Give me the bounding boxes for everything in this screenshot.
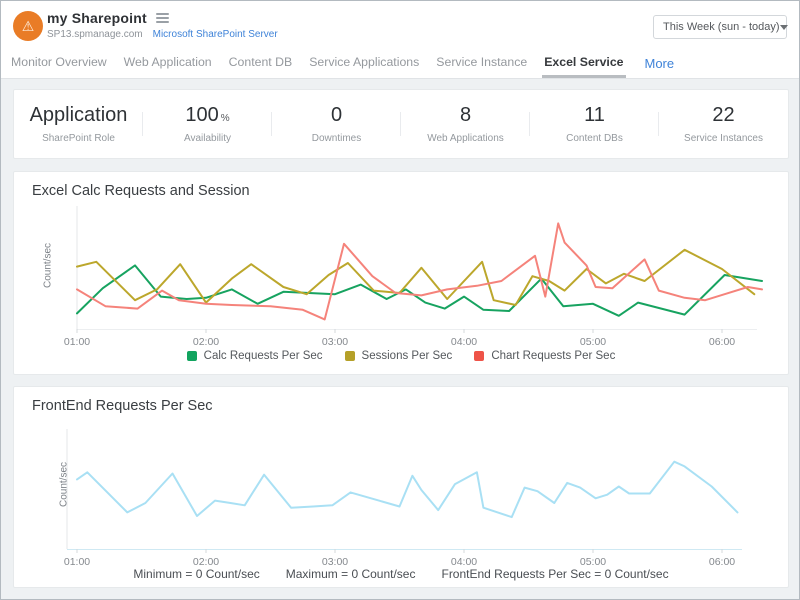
summary-stats-card: Application SharePoint Role 100% Availabili… [13, 89, 789, 159]
chart-legend: Calc Requests Per Sec Sessions Per Sec Cha… [14, 350, 788, 362]
hamburger-icon[interactable] [155, 11, 169, 25]
chevron-down-icon [779, 24, 788, 30]
x-tick-label: 01:00 [64, 336, 90, 348]
x-tick-label: 03:00 [322, 336, 348, 348]
page-title: my Sharepoint [47, 10, 147, 26]
x-tick-label: 04:00 [451, 336, 477, 348]
tab-bar: Monitor Overview Web Application Content D… [1, 46, 799, 79]
stat-label: Web Applications [427, 133, 504, 144]
legend-item-sessions-per-sec[interactable]: Sessions Per Sec [344, 350, 453, 362]
legend-swatch-icon [186, 351, 197, 361]
legend-swatch-icon [474, 351, 485, 361]
excel-calc-chart-card: Excel Calc Requests and Session Count/se… [13, 171, 789, 375]
series-line-chart-requests-per-sec [76, 222, 763, 321]
stat-tile-sharepoint-role: Application SharePoint Role [14, 104, 143, 144]
stat-tile-availability: 100% Availability [143, 104, 272, 144]
chart-summary-row: Minimum = 0 Count/sec Maximum = 0 Count/s… [14, 567, 788, 581]
x-tick-label: 02:00 [193, 336, 219, 348]
x-tick-label: 04:00 [451, 556, 477, 565]
stat-value-suffix: % [220, 113, 230, 124]
stat-label: Downtimes [311, 133, 362, 144]
stat-value: 0 [330, 104, 343, 126]
tab-content-db[interactable]: Content DB [228, 55, 293, 69]
tab-service-instance[interactable]: Service Instance [436, 55, 528, 69]
x-tick-label: 06:00 [709, 336, 735, 348]
stat-value: 22 [712, 104, 735, 126]
x-tick-label: 01:00 [64, 556, 90, 565]
tab-more[interactable]: More [644, 55, 675, 71]
server-type-link[interactable]: Microsoft SharePoint Server [152, 29, 278, 40]
summary-stat: Minimum = 0 Count/sec [133, 567, 260, 581]
header: ⚠ my Sharepoint SP13.spmanage.com Micros… [1, 1, 799, 46]
x-tick-label: 02:00 [193, 556, 219, 565]
stat-label: SharePoint Role [42, 133, 115, 144]
warning-triangle-icon: ⚠ [13, 11, 43, 41]
tab-excel-service[interactable]: Excel Service [542, 46, 626, 78]
chart-title: Excel Calc Requests and Session [32, 183, 250, 199]
time-range-select[interactable]: This Week (sun - today) [653, 15, 788, 39]
x-tick-label: 03:00 [322, 556, 348, 565]
frontend-requests-chart-card: FrontEnd Requests Per Sec Count/sec 01:0… [13, 386, 789, 588]
summary-stat: FrontEnd Requests Per Sec = 0 Count/sec [441, 567, 669, 581]
time-range-value: This Week (sun - today) [663, 21, 780, 33]
legend-item-chart-requests-per-sec[interactable]: Chart Requests Per Sec [474, 350, 615, 362]
stat-tile-web-applications: 8 Web Applications [401, 104, 530, 144]
x-tick-label: 05:00 [580, 556, 606, 565]
stat-value: 100% [185, 104, 230, 126]
stat-value: 11 [584, 104, 605, 126]
series-line-frontend-requests-per-sec [76, 460, 739, 519]
legend-label: Calc Requests Per Sec [203, 350, 323, 362]
tab-service-applications[interactable]: Service Applications [309, 55, 420, 69]
legend-item-calc-requests-per-sec[interactable]: Calc Requests Per Sec [186, 350, 323, 362]
legend-label: Sessions Per Sec [361, 350, 453, 362]
series-line-calc-requests-per-sec [76, 264, 763, 317]
stat-value: 8 [459, 104, 472, 126]
stat-label: Content DBs [566, 133, 623, 144]
stat-tile-service-instances: 22 Service Instances [659, 104, 788, 144]
legend-swatch-icon [344, 351, 355, 361]
tab-monitor-overview[interactable]: Monitor Overview [11, 55, 107, 69]
series-line-sessions-per-sec [76, 248, 756, 306]
stat-label: Service Instances [684, 133, 763, 144]
monitor-host: SP13.spmanage.com [47, 29, 143, 40]
tab-web-application[interactable]: Web Application [123, 55, 212, 69]
frontend-requests-line-chart: 01:00 02:00 03:00 04:00 05:00 06:00 [64, 429, 742, 565]
stat-label: Availability [183, 133, 232, 144]
chart-title: FrontEnd Requests Per Sec [32, 398, 213, 414]
excel-calc-line-chart: 01:00 02:00 03:00 04:00 05:00 06:00 [64, 206, 763, 348]
legend-label: Chart Requests Per Sec [491, 350, 616, 362]
x-tick-label: 06:00 [709, 556, 735, 565]
stat-tile-content-dbs: 11 Content DBs [530, 104, 659, 144]
summary-stat: Maximum = 0 Count/sec [285, 567, 416, 581]
stat-tile-downtimes: 0 Downtimes [272, 104, 401, 144]
stat-value: Application [29, 104, 128, 126]
x-tick-label: 05:00 [580, 336, 606, 348]
